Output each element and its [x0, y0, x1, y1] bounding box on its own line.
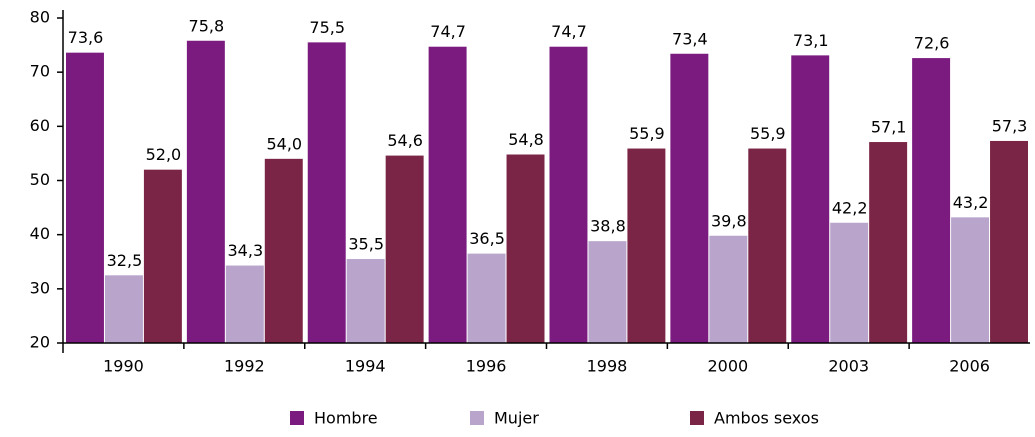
- bar: [951, 217, 990, 343]
- bar: [748, 148, 787, 343]
- value-label: 35,5: [348, 235, 384, 254]
- legend-label: Ambos sexos: [714, 409, 819, 428]
- bar: [264, 158, 303, 343]
- value-label: 42,2: [832, 198, 868, 217]
- y-tick-label: 60: [30, 116, 50, 135]
- bar: [467, 253, 506, 343]
- value-label: 73,4: [672, 29, 708, 48]
- value-label: 54,0: [266, 134, 302, 153]
- value-label: 57,1: [871, 118, 907, 137]
- x-tick-label: 1996: [466, 357, 507, 376]
- value-label: 54,8: [508, 130, 544, 149]
- y-tick-label: 70: [30, 62, 50, 81]
- value-label: 55,9: [750, 124, 786, 143]
- bar: [428, 46, 467, 343]
- value-label: 36,5: [469, 229, 505, 248]
- bar: [506, 154, 545, 343]
- y-tick-label: 80: [30, 8, 50, 27]
- value-label: 39,8: [711, 211, 747, 230]
- bar: [186, 40, 225, 343]
- value-label: 32,5: [107, 251, 143, 270]
- legend-swatch: [470, 411, 484, 425]
- value-label: 72,6: [914, 34, 950, 53]
- value-label: 38,8: [590, 217, 626, 236]
- value-label: 34,3: [228, 241, 264, 260]
- bar: [670, 53, 709, 343]
- y-tick-label: 40: [30, 224, 50, 243]
- bar: [627, 148, 666, 343]
- value-label: 75,5: [309, 18, 345, 37]
- value-label: 55,9: [629, 124, 665, 143]
- bar: [549, 46, 588, 343]
- value-label: 73,6: [68, 28, 104, 47]
- bar: [307, 42, 346, 343]
- bar: [830, 222, 869, 343]
- value-label: 52,0: [146, 145, 182, 164]
- y-tick-label: 30: [30, 278, 50, 297]
- bar: [990, 140, 1028, 343]
- value-label: 57,3: [992, 116, 1028, 135]
- bar: [104, 275, 143, 343]
- value-label: 75,8: [189, 16, 225, 35]
- legend-label: Mujer: [494, 409, 539, 428]
- value-label: 74,7: [430, 22, 466, 41]
- x-tick-label: 2003: [828, 357, 869, 376]
- bar: [225, 265, 264, 343]
- x-tick-label: 2000: [707, 357, 748, 376]
- value-label: 74,7: [551, 22, 587, 41]
- bar: [709, 235, 748, 343]
- bar: [588, 241, 627, 343]
- x-tick-label: 1994: [345, 357, 386, 376]
- y-tick-label: 50: [30, 170, 50, 189]
- value-label: 54,6: [387, 131, 423, 150]
- x-tick-label: 1998: [587, 357, 628, 376]
- bar: [143, 169, 182, 343]
- legend-swatch: [290, 411, 304, 425]
- legend-swatch: [690, 411, 704, 425]
- x-tick-label: 1990: [103, 357, 144, 376]
- x-tick-label: 1992: [224, 357, 265, 376]
- bar: [346, 259, 385, 343]
- value-label: 43,2: [953, 193, 989, 212]
- bar: [385, 155, 424, 343]
- bar: [791, 55, 830, 343]
- y-tick-label: 20: [30, 333, 50, 352]
- bar: [869, 142, 908, 343]
- bar: [912, 58, 951, 343]
- x-tick-label: 2006: [949, 357, 990, 376]
- value-label: 73,1: [793, 31, 829, 50]
- bar: [66, 52, 104, 344]
- legend-label: Hombre: [314, 409, 378, 428]
